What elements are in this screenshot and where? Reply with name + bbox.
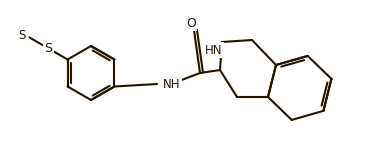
Text: S: S [18, 29, 25, 41]
Text: HN: HN [205, 44, 223, 56]
Text: NH: NH [163, 77, 180, 91]
Text: S: S [45, 42, 52, 55]
Text: O: O [186, 16, 196, 30]
